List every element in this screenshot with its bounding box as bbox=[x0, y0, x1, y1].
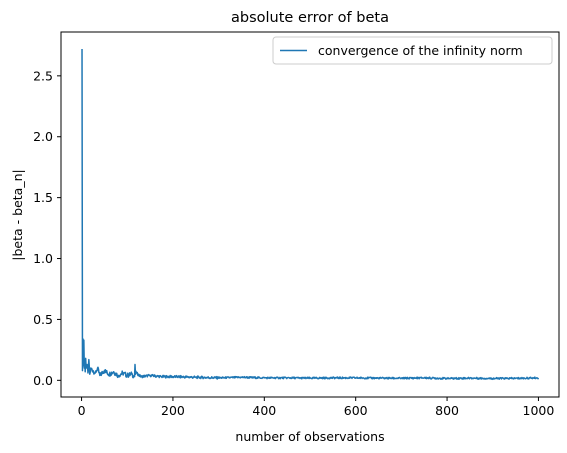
legend-label: convergence of the infinity norm bbox=[318, 43, 523, 58]
x-axis: 0 200 400 600 800 1000 bbox=[78, 397, 555, 418]
y-tick-label: 2.5 bbox=[33, 68, 53, 83]
y-tick-label: 1.5 bbox=[33, 190, 53, 205]
x-tick-label: 800 bbox=[435, 403, 459, 418]
y-tick-label: 2.0 bbox=[33, 129, 53, 144]
y-tick-label: 0.0 bbox=[33, 373, 53, 388]
series-layer bbox=[82, 49, 538, 379]
x-tick-label: 600 bbox=[344, 403, 368, 418]
plot-frame bbox=[61, 32, 559, 397]
y-tick-label: 0.5 bbox=[33, 312, 53, 327]
x-tick-label: 400 bbox=[252, 403, 276, 418]
series-line bbox=[82, 49, 538, 379]
legend: convergence of the infinity norm bbox=[273, 37, 552, 64]
y-tick-label: 1.0 bbox=[33, 251, 53, 266]
x-tick-label: 1000 bbox=[523, 403, 555, 418]
x-tick-label: 0 bbox=[78, 403, 86, 418]
chart-title: absolute error of beta bbox=[231, 10, 389, 26]
y-axis-title: |beta - beta_n| bbox=[10, 169, 25, 260]
y-axis: 0.0 0.5 1.0 1.5 2.0 2.5 bbox=[33, 68, 61, 387]
x-tick-label: 200 bbox=[161, 403, 185, 418]
x-axis-title: number of observations bbox=[235, 429, 384, 444]
